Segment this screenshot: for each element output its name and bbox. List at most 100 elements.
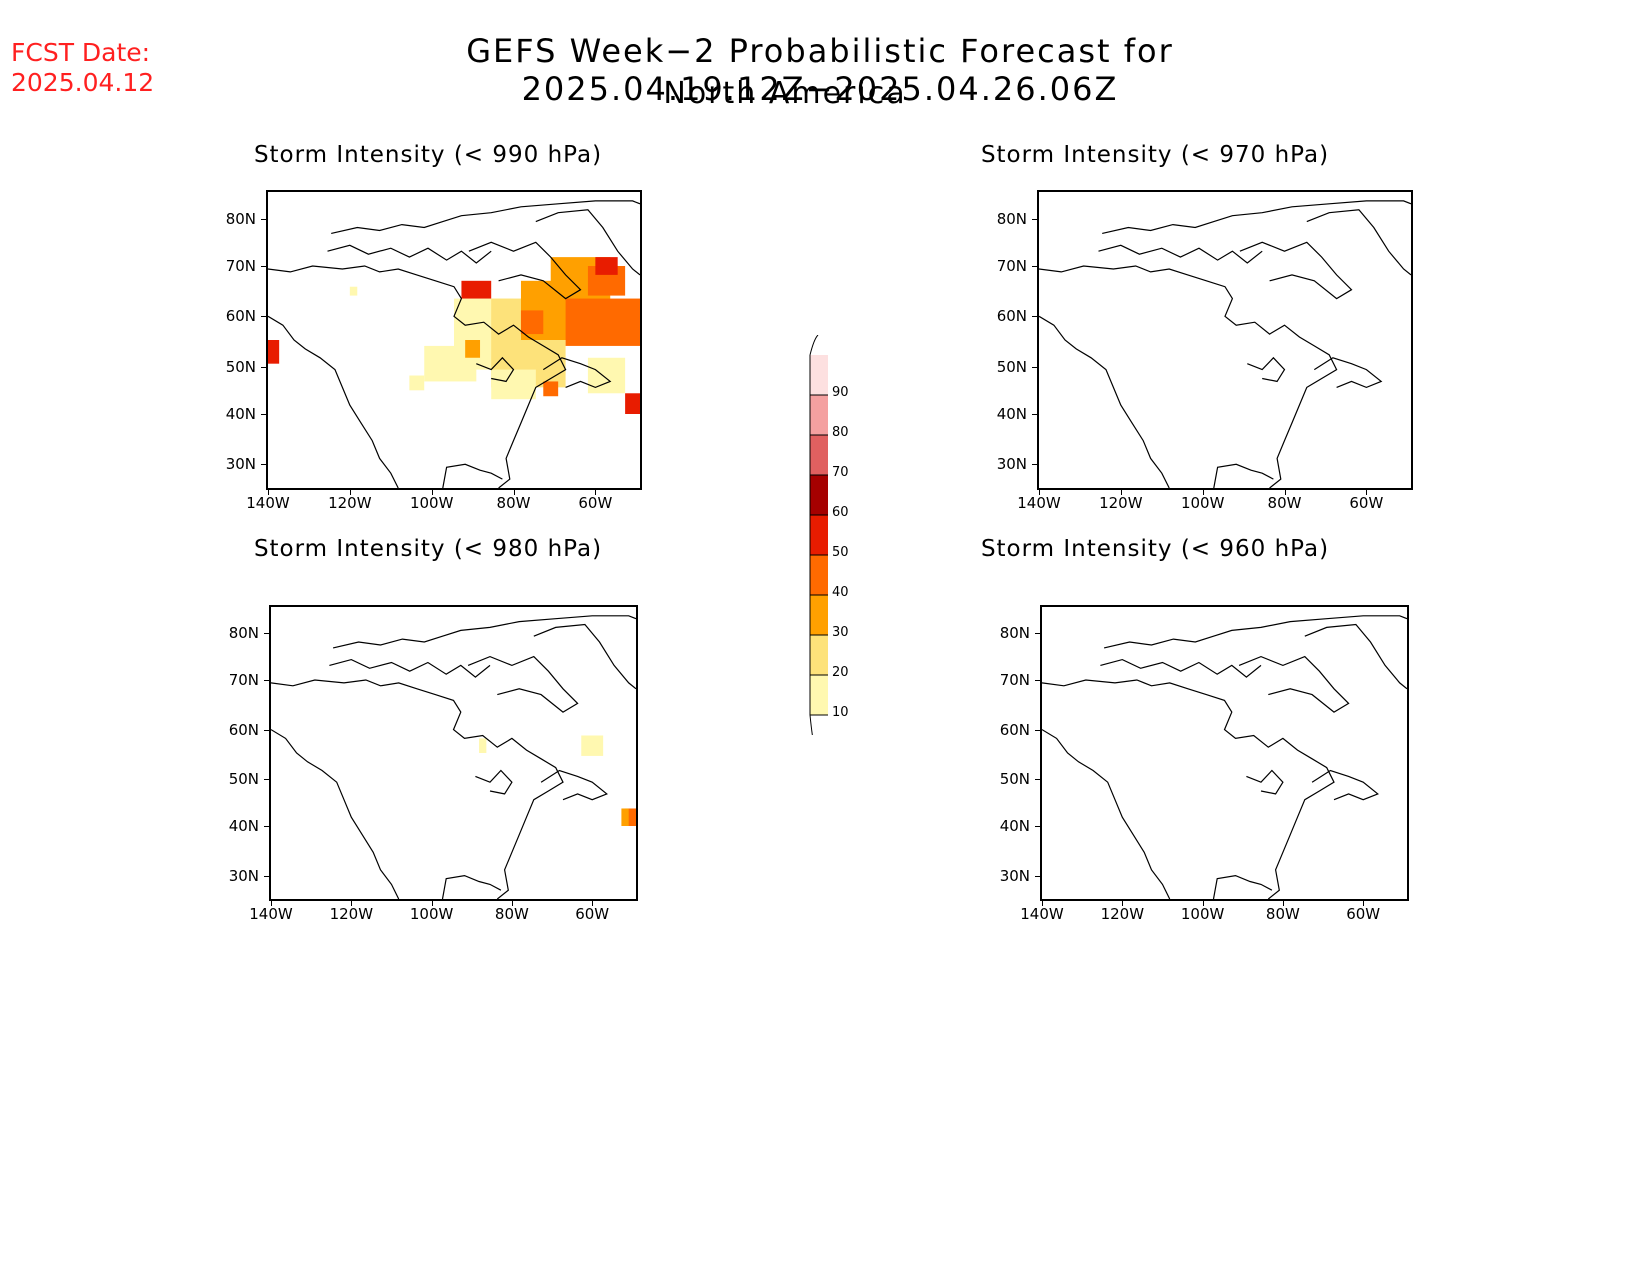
lat-tick-label: 60N bbox=[999, 720, 1030, 739]
coastline bbox=[268, 315, 399, 488]
coastline bbox=[1100, 658, 1262, 678]
lat-tick bbox=[264, 680, 271, 681]
probability-cell bbox=[565, 298, 640, 346]
lat-tick-label: 30N bbox=[996, 455, 1027, 474]
coastline bbox=[1313, 357, 1383, 389]
coastline bbox=[1238, 655, 1350, 713]
probability-cell bbox=[349, 286, 358, 296]
coastline bbox=[442, 463, 503, 488]
coastline bbox=[331, 200, 640, 234]
map-graphic bbox=[268, 200, 640, 488]
lat-tick-label: 70N bbox=[225, 257, 256, 275]
probability-cell bbox=[625, 808, 636, 826]
coastline bbox=[271, 729, 400, 899]
probability-cell bbox=[621, 808, 629, 826]
colorbar-segment bbox=[810, 435, 828, 475]
colorbar-level-label: 50 bbox=[832, 545, 849, 560]
forecast-date-block: FCST Date: 2025.04.12 bbox=[11, 38, 154, 98]
coastline bbox=[1102, 200, 1411, 234]
lat-tick bbox=[1035, 729, 1042, 731]
colorbar-segment bbox=[810, 675, 828, 715]
coastline bbox=[1103, 615, 1407, 649]
lat-tick-label: 70N bbox=[996, 257, 1027, 275]
coastline bbox=[268, 265, 567, 488]
lon-tick-label: 140W bbox=[249, 905, 293, 923]
map-panel-970 bbox=[1037, 190, 1413, 490]
lon-tick bbox=[592, 899, 594, 906]
forecast-date-value: 2025.04.12 bbox=[11, 68, 155, 97]
lat-tick-label: 40N bbox=[228, 817, 259, 835]
forecast-date-label: FCST Date: bbox=[11, 38, 151, 67]
coastline bbox=[468, 241, 582, 300]
probability-cell bbox=[409, 375, 425, 391]
lat-tick-label: 80N bbox=[999, 624, 1030, 643]
probability-cell bbox=[479, 738, 487, 753]
lat-tick bbox=[1035, 779, 1042, 781]
map-panel-990 bbox=[266, 190, 642, 490]
lat-tick-label: 80N bbox=[225, 209, 256, 228]
coastline bbox=[1212, 874, 1273, 899]
lon-tick bbox=[1122, 899, 1124, 906]
lat-tick-label: 40N bbox=[999, 817, 1030, 835]
lat-tick bbox=[264, 779, 271, 781]
panel-title-970: Storm Intensity (< 970 hPa) bbox=[980, 142, 1330, 168]
lon-tick-label: 60W bbox=[1346, 905, 1381, 923]
panel-title-990: Storm Intensity (< 990 hPa) bbox=[253, 142, 603, 168]
lat-tick-label: 30N bbox=[228, 866, 259, 885]
coastline bbox=[476, 356, 515, 383]
coastline bbox=[1042, 729, 1171, 899]
probability-cell bbox=[587, 357, 626, 394]
map-graphic bbox=[1042, 615, 1407, 899]
coastline bbox=[535, 209, 640, 276]
lat-tick-label: 60N bbox=[996, 307, 1027, 326]
lat-tick-label: 30N bbox=[999, 866, 1030, 885]
lat-tick-label: 80N bbox=[228, 624, 259, 643]
colorbar-segment bbox=[810, 595, 828, 635]
coastline bbox=[1304, 623, 1407, 690]
colorbar-segment bbox=[810, 475, 828, 515]
lat-tick bbox=[261, 316, 268, 318]
coastline bbox=[533, 623, 636, 690]
page-title: GEFS Week−2 Probabilistic Forecast for 2… bbox=[466, 32, 1174, 108]
lon-tick-label: 100W bbox=[409, 905, 454, 923]
coastline bbox=[1213, 463, 1274, 488]
probability-cell bbox=[268, 340, 280, 364]
lon-tick bbox=[595, 488, 597, 495]
lon-tick bbox=[513, 488, 515, 495]
lat-tick-label: 40N bbox=[996, 405, 1027, 423]
coastline bbox=[1042, 679, 1335, 899]
lon-tick-label: 140W bbox=[1017, 494, 1061, 512]
lat-tick-label: 50N bbox=[225, 357, 256, 376]
lon-tick bbox=[431, 488, 433, 495]
lat-tick-label: 50N bbox=[999, 770, 1030, 789]
colorbar-level-label: 60 bbox=[832, 505, 849, 520]
probability-cell bbox=[543, 381, 559, 397]
lon-tick bbox=[349, 488, 351, 495]
lon-tick-label: 120W bbox=[328, 494, 372, 512]
coastline bbox=[332, 615, 636, 649]
lat-tick-label: 30N bbox=[225, 455, 256, 474]
coastline bbox=[1039, 265, 1338, 488]
colorbar-level-label: 90 bbox=[832, 385, 849, 400]
lat-tick-label: 60N bbox=[225, 307, 256, 326]
lon-tick-label: 100W bbox=[409, 494, 454, 512]
probability-cell bbox=[581, 735, 604, 756]
colorbar-segment bbox=[810, 555, 828, 595]
lon-tick-label: 140W bbox=[246, 494, 290, 512]
coastline bbox=[467, 655, 579, 713]
coastline bbox=[1039, 315, 1170, 488]
lat-tick bbox=[1032, 218, 1039, 220]
colorbar-level-label: 20 bbox=[832, 665, 849, 680]
coastline bbox=[475, 769, 513, 795]
lat-tick-label: 70N bbox=[228, 671, 259, 689]
coastline bbox=[540, 769, 608, 801]
lat-tick bbox=[264, 875, 271, 877]
colorbar-level-label: 30 bbox=[832, 625, 849, 640]
lon-tick bbox=[1202, 488, 1204, 495]
lon-tick-label: 80W bbox=[494, 905, 529, 923]
lat-tick-label: 40N bbox=[225, 405, 256, 423]
lat-tick bbox=[261, 266, 268, 267]
probability-cell bbox=[625, 393, 640, 414]
lon-tick bbox=[1042, 899, 1043, 906]
coastline bbox=[1239, 241, 1353, 300]
